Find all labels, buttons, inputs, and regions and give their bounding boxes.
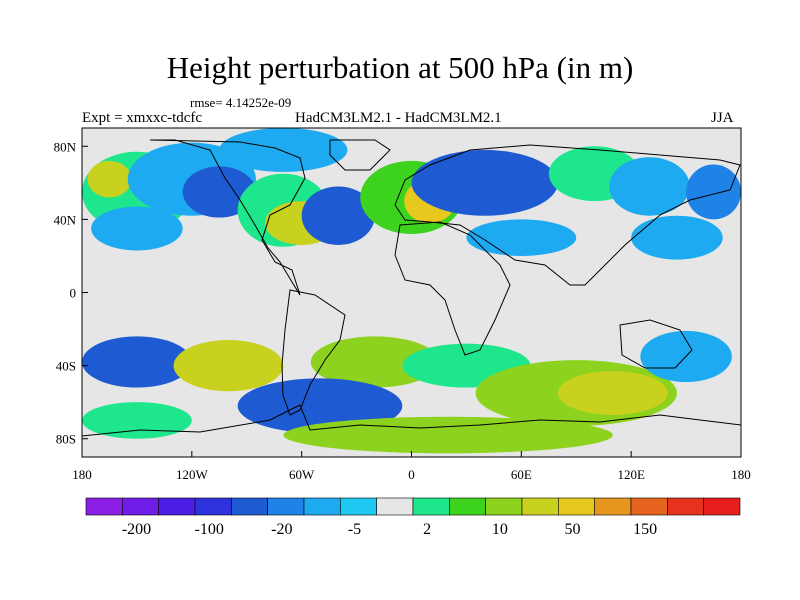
contour-blob-1 xyxy=(87,160,132,198)
contour-blob-14 xyxy=(686,164,741,220)
colorbar-swatch-11 xyxy=(485,497,523,516)
colorbar-label-3: -5 xyxy=(348,521,361,538)
colorbar-swatch-14 xyxy=(594,497,632,516)
rmse-label: rmse= 4.14252e-09 xyxy=(190,95,292,110)
contour-blob-18 xyxy=(173,340,284,392)
season-label: JJA xyxy=(711,110,734,126)
y-tick-label-3: 40S xyxy=(56,359,76,374)
colorbar-label-6: 50 xyxy=(565,521,581,538)
contour-blob-13 xyxy=(609,157,690,216)
x-tick-label-5: 120E xyxy=(617,467,645,482)
contour-blob-15 xyxy=(466,219,577,256)
colorbar-swatch-1 xyxy=(122,497,159,516)
contour-blob-16 xyxy=(631,215,723,260)
colorbar-swatch-9 xyxy=(412,497,450,516)
contour-blob-11 xyxy=(411,149,558,216)
contour-blob-20 xyxy=(237,378,403,434)
colorbar-swatch-2 xyxy=(158,497,196,516)
contour-blob-3 xyxy=(182,166,256,218)
x-tick-label-3: 0 xyxy=(408,467,415,482)
model-label: HadCM3LM2.1 - HadCM3LM2.1 xyxy=(295,110,502,126)
colorbar-swatch-4 xyxy=(231,497,268,516)
x-tick-label-0: 180 xyxy=(72,467,92,482)
x-tick-label-4: 60E xyxy=(511,467,532,482)
y-tick-label-2: 0 xyxy=(70,286,77,301)
expt-label: Expt = xmxxc-tdcfc xyxy=(82,110,203,126)
colorbar-label-1: -100 xyxy=(195,521,224,538)
y-axis: 80N 40N 0 40S 80S xyxy=(54,139,88,447)
colorbar-swatch-15 xyxy=(630,497,668,516)
contour-field xyxy=(82,128,741,457)
colorbar-swatch-17 xyxy=(703,497,741,516)
coastlines xyxy=(82,139,741,437)
contour-blob-4 xyxy=(91,206,183,251)
page-title: Height perturbation at 500 hPa (in m) xyxy=(166,50,634,85)
contour-blob-19 xyxy=(310,336,439,388)
colorbar-swatch-10 xyxy=(449,497,486,516)
colorbar-swatch-16 xyxy=(667,497,704,516)
x-tick-label-6: 180 xyxy=(731,467,751,482)
contour-blob-23 xyxy=(557,371,668,415)
colorbar-label-2: -20 xyxy=(271,521,292,538)
contour-blob-25 xyxy=(283,416,613,454)
colorbar: -200 -100 -20 -5 2 10 50 150 xyxy=(85,497,741,538)
y-tick-label-0: 80N xyxy=(54,139,77,154)
colorbar-label-0: -200 xyxy=(122,521,151,538)
contour-blob-17 xyxy=(82,336,192,388)
colorbar-swatch-5 xyxy=(267,497,305,516)
x-tick-label-1: 120W xyxy=(176,467,209,482)
y-tick-label-4: 80S xyxy=(56,432,76,447)
contour-blob-26 xyxy=(82,402,192,439)
colorbar-label-5: 10 xyxy=(492,521,508,538)
colorbar-label-4: 2 xyxy=(423,521,431,538)
colorbar-swatch-8 xyxy=(376,497,414,516)
contour-blob-7 xyxy=(301,186,375,245)
x-axis: 180 120W 60W 0 60E 120E 180 xyxy=(72,451,751,482)
colorbar-swatch-12 xyxy=(521,497,559,516)
colorbar-swatch-3 xyxy=(194,497,232,516)
contour-blobs xyxy=(82,128,741,454)
colorbar-swatch-6 xyxy=(303,497,341,516)
y-tick-label-1: 40N xyxy=(54,212,77,227)
colorbar-label-7: 150 xyxy=(633,521,657,538)
x-tick-label-2: 60W xyxy=(289,467,315,482)
colorbar-swatch-7 xyxy=(340,497,377,516)
colorbar-swatch-13 xyxy=(558,497,595,516)
colorbar-swatch-0 xyxy=(85,497,123,516)
contour-blob-8 xyxy=(219,128,348,172)
